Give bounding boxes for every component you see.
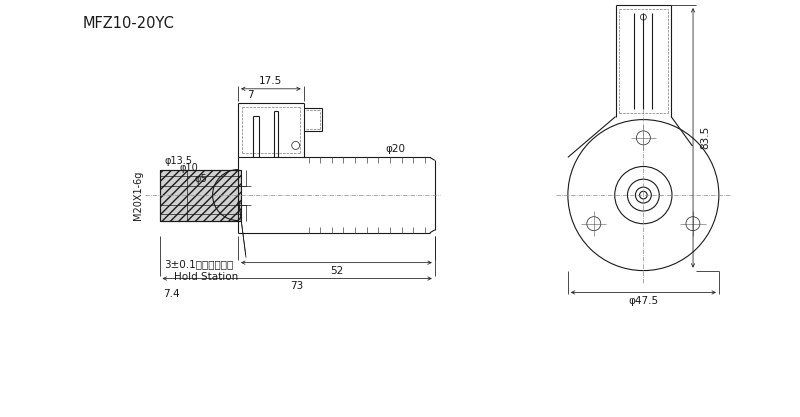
- Text: M20X1-6g: M20X1-6g: [133, 171, 142, 220]
- Text: 83.5: 83.5: [700, 126, 710, 150]
- Text: MFZ10-20YC: MFZ10-20YC: [82, 16, 174, 31]
- Text: φ10: φ10: [179, 163, 198, 173]
- Text: φ20: φ20: [385, 144, 405, 154]
- Text: φ5: φ5: [194, 174, 207, 184]
- Text: 73: 73: [290, 281, 304, 291]
- Bar: [160, 170, 241, 221]
- Text: 52: 52: [330, 266, 343, 276]
- Text: φ13.5: φ13.5: [165, 156, 193, 166]
- Text: 3±0.1（吸合位置）: 3±0.1（吸合位置）: [164, 260, 233, 270]
- Text: 7: 7: [246, 90, 254, 100]
- Text: φ47.5: φ47.5: [628, 296, 658, 306]
- Text: 17.5: 17.5: [259, 76, 282, 86]
- Text: 7.4: 7.4: [163, 289, 180, 299]
- Text: Hold Station: Hold Station: [174, 271, 238, 281]
